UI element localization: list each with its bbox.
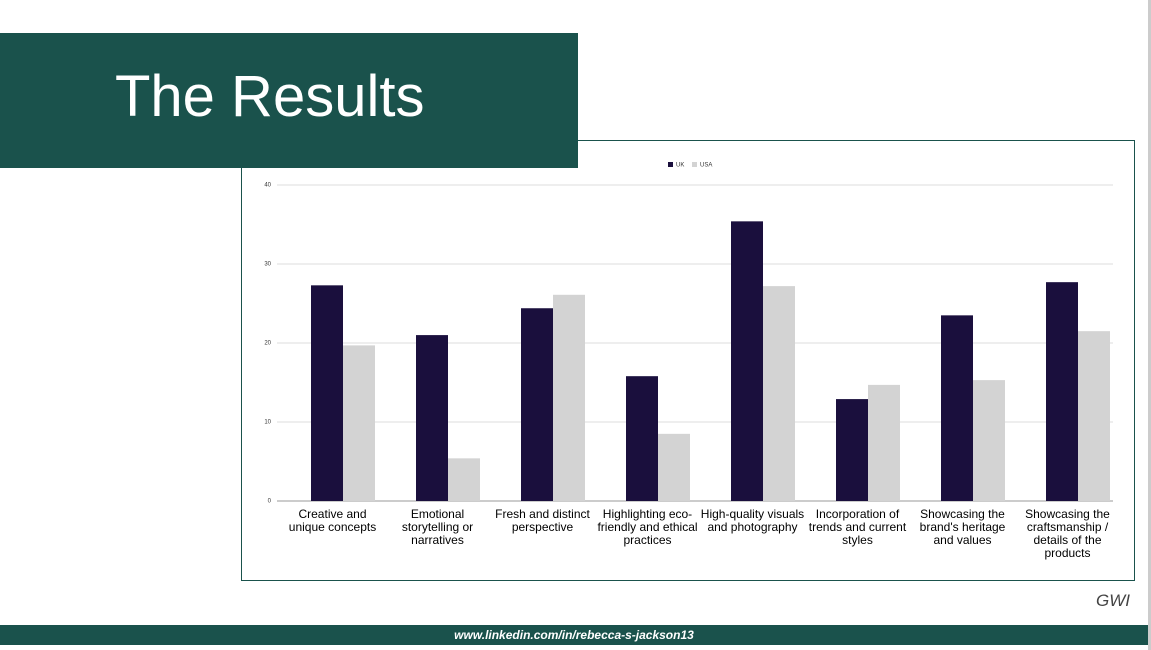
bar — [1078, 331, 1110, 501]
bar — [626, 376, 658, 501]
bar — [658, 433, 690, 501]
bar — [343, 345, 375, 501]
x-tick-label: Showcasing the brand's heritage and valu… — [919, 507, 1006, 547]
bar — [763, 286, 795, 501]
legend-label: USA — [700, 163, 712, 169]
chart-frame — [241, 140, 1135, 581]
bar — [1046, 282, 1078, 501]
bar — [416, 335, 448, 501]
y-tick-label: 20 — [264, 341, 271, 347]
source: GWI — [1096, 591, 1130, 610]
footer: www.linkedin.com/in/rebecca-s-jackson13 — [0, 625, 1148, 645]
bar — [311, 285, 343, 501]
bar — [973, 380, 1005, 501]
x-tick-label: Incorporation of trends and current styl… — [808, 507, 907, 547]
x-tick-label: Showcasing the craftsmanship / details o… — [1025, 507, 1110, 560]
bar — [448, 458, 480, 501]
x-tick-label: Emotional storytelling or narratives — [401, 507, 474, 547]
header: The Results — [0, 33, 578, 168]
legend-swatch — [692, 162, 697, 167]
y-tick-label: 40 — [264, 183, 271, 189]
x-tick-label: Highlighting eco-friendly and ethical pr… — [597, 507, 698, 547]
bar — [521, 308, 553, 501]
bar — [868, 384, 900, 501]
bar — [731, 221, 763, 501]
slide-title: The Results — [115, 64, 425, 129]
x-tick-label: Fresh and distinct perspective — [495, 507, 590, 534]
y-tick-label: 10 — [264, 420, 271, 426]
bar — [836, 399, 868, 501]
legend-swatch — [668, 162, 673, 167]
x-tick-label: High-quality visuals and photography — [700, 507, 805, 534]
x-tick-label: Creative and unique concepts — [288, 507, 377, 534]
bar — [941, 315, 973, 501]
bar — [553, 294, 585, 501]
legend-label: UK — [676, 163, 684, 169]
y-tick-label: 30 — [264, 262, 271, 268]
y-tick-label: 0 — [268, 499, 272, 505]
